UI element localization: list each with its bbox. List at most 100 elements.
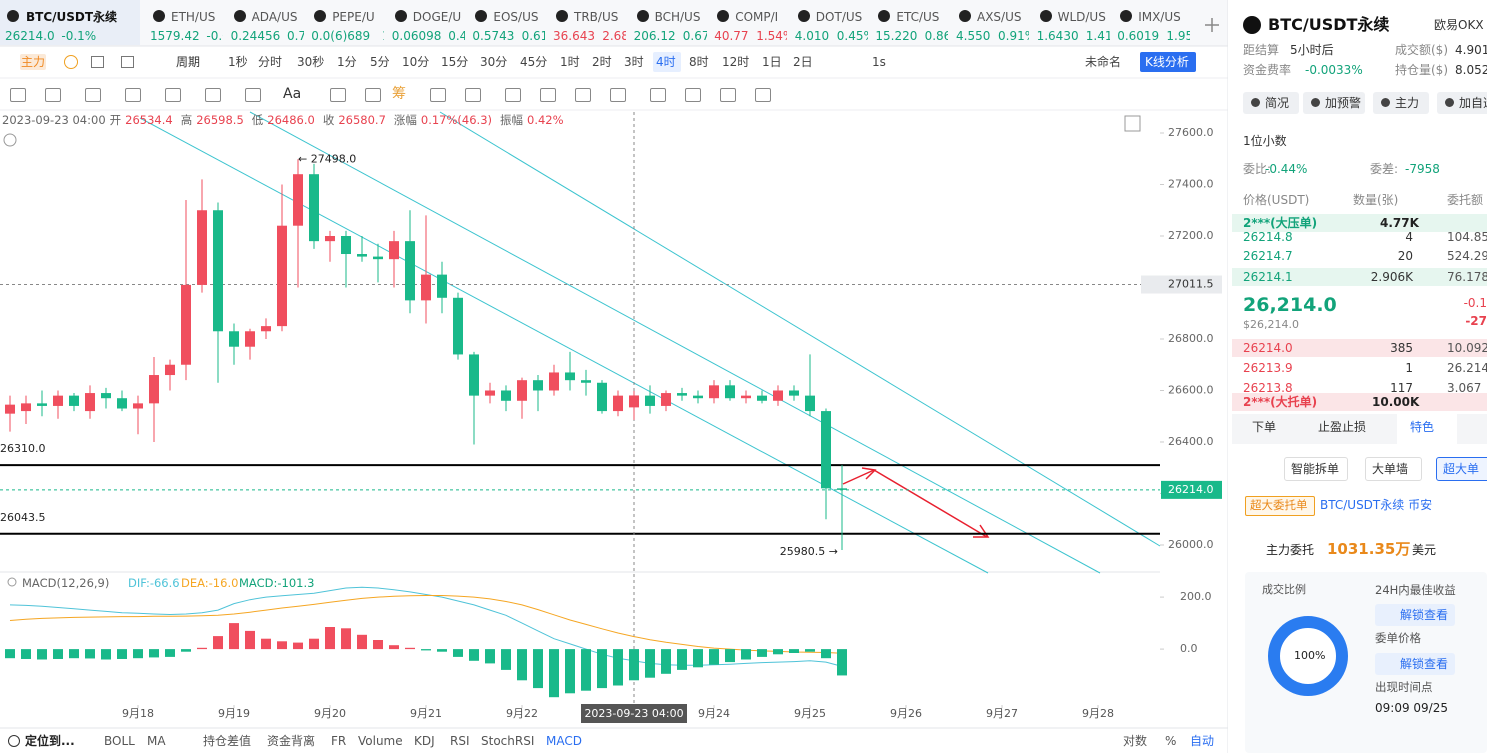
- percent-toggle[interactable]: %: [1165, 734, 1177, 748]
- ticker-tab[interactable]: COMP/I 40.77 1.54%: [709, 0, 787, 45]
- interval[interactable]: 30秒: [297, 55, 325, 69]
- indicator[interactable]: MACD: [546, 734, 582, 748]
- tool-icon[interactable]: [205, 88, 221, 102]
- ticker-tab[interactable]: PEPE/U 0.0(6)689 1.: [306, 0, 384, 45]
- ticker-symbol[interactable]: TRB/US: [574, 10, 619, 24]
- precision[interactable]: 1位小数: [1243, 134, 1287, 148]
- subtab[interactable]: [1284, 457, 1348, 481]
- indicator[interactable]: StochRSI: [481, 734, 535, 748]
- tool-icon[interactable]: [45, 88, 61, 102]
- ticker-tab[interactable]: DOGE/U 0.06098 0.4: [387, 0, 465, 45]
- locate[interactable]: 定位到...: [25, 734, 75, 748]
- tool-icon[interactable]: [85, 88, 101, 102]
- tool-icon[interactable]: [165, 88, 181, 102]
- interval[interactable]: 5分: [370, 55, 390, 69]
- ticker-symbol[interactable]: EOS/US: [493, 10, 539, 24]
- tool-icon[interactable]: [125, 88, 141, 102]
- panel-button-label[interactable]: 加自选: [1459, 96, 1487, 110]
- ticker-tab[interactable]: EOS/US 0.5743 0.61: [467, 0, 545, 45]
- chip-tool[interactable]: 筹: [392, 86, 406, 102]
- interval[interactable]: 4时: [656, 55, 676, 69]
- interval[interactable]: 分时: [258, 55, 283, 69]
- unlock-button[interactable]: [1375, 604, 1455, 626]
- interval[interactable]: 1分: [337, 55, 357, 69]
- tool-icon[interactable]: [755, 88, 771, 102]
- interval[interactable]: 45分: [520, 55, 548, 69]
- indicator[interactable]: FR: [331, 734, 347, 748]
- tool-icon[interactable]: [430, 88, 446, 102]
- interval[interactable]: 10分: [402, 55, 430, 69]
- ticker-tab[interactable]: BTC/USDT永续 26214.0 -0.1%: [0, 0, 140, 45]
- indicator[interactable]: BOLL: [104, 734, 135, 748]
- speed[interactable]: 1s: [872, 55, 886, 69]
- panel-button-label[interactable]: 加预警: [1325, 96, 1362, 110]
- period[interactable]: 周期: [176, 55, 201, 69]
- ticker-tab[interactable]: ETC/US 15.220 0.86: [870, 0, 948, 45]
- indicator[interactable]: RSI: [450, 734, 470, 748]
- ticker-symbol[interactable]: DOGE/U: [412, 10, 462, 24]
- tool-icon[interactable]: [610, 88, 626, 102]
- panel-button[interactable]: [1437, 92, 1487, 114]
- interval[interactable]: 15分: [441, 55, 469, 69]
- tool-icon[interactable]: [650, 88, 666, 102]
- panel-button[interactable]: [1373, 92, 1429, 114]
- interval[interactable]: 2时: [592, 55, 612, 69]
- tool-icon[interactable]: [245, 88, 261, 102]
- ticker-tab[interactable]: IMX/US 0.6019 1.95: [1112, 0, 1190, 45]
- tool-icon[interactable]: [575, 88, 591, 102]
- indicator[interactable]: Volume: [358, 734, 403, 748]
- interval[interactable]: 1日: [762, 55, 782, 69]
- tool-icon[interactable]: [465, 88, 481, 102]
- ticker-symbol[interactable]: ETC/US: [896, 10, 940, 24]
- tool-icon[interactable]: [720, 88, 736, 102]
- interval[interactable]: 1时: [560, 55, 580, 69]
- analysis-label[interactable]: K线分析: [1145, 55, 1189, 69]
- ticker-symbol[interactable]: DOT/US: [815, 10, 863, 24]
- panel-tab[interactable]: 特色: [1410, 420, 1435, 434]
- panel-button-label[interactable]: 简况: [1265, 96, 1290, 110]
- text-tool[interactable]: Aa: [283, 86, 302, 102]
- subtab-label[interactable]: 大单墙: [1372, 462, 1409, 476]
- panel-button-label[interactable]: 主力: [1395, 96, 1420, 110]
- ticker-tab[interactable]: ETH/US 1579.42 -0.0: [145, 0, 223, 45]
- panel-button[interactable]: [1243, 92, 1299, 114]
- tool-icon[interactable]: [505, 88, 521, 102]
- ticker-symbol[interactable]: IMX/US: [1138, 10, 1181, 24]
- ticker-tab[interactable]: TRB/US 36.643 2.68: [548, 0, 626, 45]
- unlock-button[interactable]: [1375, 653, 1455, 675]
- indicator[interactable]: KDJ: [414, 734, 435, 748]
- panel-tab[interactable]: 止盈止损: [1318, 420, 1367, 434]
- tool-icon[interactable]: [10, 88, 26, 102]
- subtab[interactable]: [1365, 457, 1422, 481]
- interval[interactable]: 3时: [624, 55, 644, 69]
- log-toggle[interactable]: 对数: [1123, 734, 1148, 748]
- interval[interactable]: 30分: [480, 55, 508, 69]
- main-button[interactable]: 主力: [21, 55, 46, 69]
- ticker-symbol[interactable]: BTC/USDT永续: [26, 10, 118, 24]
- ticker-symbol[interactable]: PEPE/U: [332, 10, 375, 24]
- tool-icon[interactable]: [540, 88, 556, 102]
- collapse-icon[interactable]: [3, 133, 17, 147]
- tool-icon[interactable]: [330, 88, 346, 102]
- ticker-tab[interactable]: BCH/US 206.12 0.67: [629, 0, 707, 45]
- fullscreen-icon[interactable]: [1124, 115, 1141, 132]
- ticker-tab[interactable]: ADA/US 0.24456 0.74: [226, 0, 304, 45]
- unlock-label[interactable]: 解锁查看: [1400, 608, 1449, 622]
- interval[interactable]: 8时: [689, 55, 709, 69]
- ticker-symbol[interactable]: AXS/US: [977, 10, 1022, 24]
- panel-button[interactable]: [1303, 92, 1365, 114]
- ticker-tab[interactable]: DOT/US 4.010 0.45%: [790, 0, 868, 45]
- subtab-label[interactable]: 智能拆单: [1291, 462, 1340, 476]
- tool-icon[interactable]: [365, 88, 381, 102]
- unlock-label[interactable]: 解锁查看: [1400, 657, 1449, 671]
- interval[interactable]: 1秒: [228, 55, 248, 69]
- interval[interactable]: 2日: [793, 55, 813, 69]
- indicator[interactable]: 持仓差值: [203, 734, 252, 748]
- ticker-symbol[interactable]: ETH/US: [171, 10, 216, 24]
- subtab-label[interactable]: 超大单: [1443, 462, 1480, 476]
- layout-name[interactable]: 未命名: [1085, 55, 1122, 69]
- ticker-symbol[interactable]: COMP/I: [735, 10, 779, 24]
- panel-tab[interactable]: 下单: [1252, 420, 1277, 434]
- ticker-tab[interactable]: AXS/US 4.550 0.91%: [951, 0, 1029, 45]
- tool-icon[interactable]: [685, 88, 701, 102]
